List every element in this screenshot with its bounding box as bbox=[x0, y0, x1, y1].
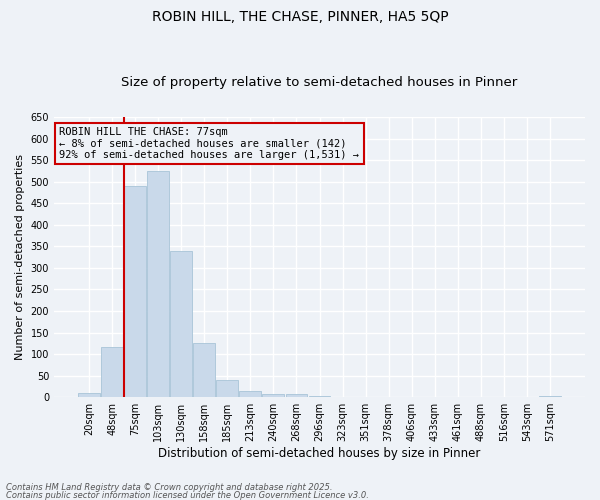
Bar bbox=[193, 344, 215, 397]
X-axis label: Distribution of semi-detached houses by size in Pinner: Distribution of semi-detached houses by … bbox=[158, 447, 481, 460]
Bar bbox=[286, 394, 307, 397]
Text: Contains public sector information licensed under the Open Government Licence v3: Contains public sector information licen… bbox=[6, 490, 369, 500]
Bar bbox=[78, 393, 100, 397]
Bar bbox=[101, 347, 123, 397]
Title: Size of property relative to semi-detached houses in Pinner: Size of property relative to semi-detach… bbox=[121, 76, 518, 90]
Bar bbox=[217, 380, 238, 397]
Text: ROBIN HILL, THE CHASE, PINNER, HA5 5QP: ROBIN HILL, THE CHASE, PINNER, HA5 5QP bbox=[152, 10, 448, 24]
Bar bbox=[308, 396, 331, 397]
Bar bbox=[262, 394, 284, 397]
Bar bbox=[170, 250, 192, 397]
Y-axis label: Number of semi-detached properties: Number of semi-detached properties bbox=[15, 154, 25, 360]
Bar bbox=[539, 396, 561, 397]
Bar bbox=[147, 172, 169, 397]
Bar bbox=[124, 186, 146, 397]
Text: Contains HM Land Registry data © Crown copyright and database right 2025.: Contains HM Land Registry data © Crown c… bbox=[6, 484, 332, 492]
Bar bbox=[239, 390, 262, 397]
Text: ROBIN HILL THE CHASE: 77sqm
← 8% of semi-detached houses are smaller (142)
92% o: ROBIN HILL THE CHASE: 77sqm ← 8% of semi… bbox=[59, 127, 359, 160]
